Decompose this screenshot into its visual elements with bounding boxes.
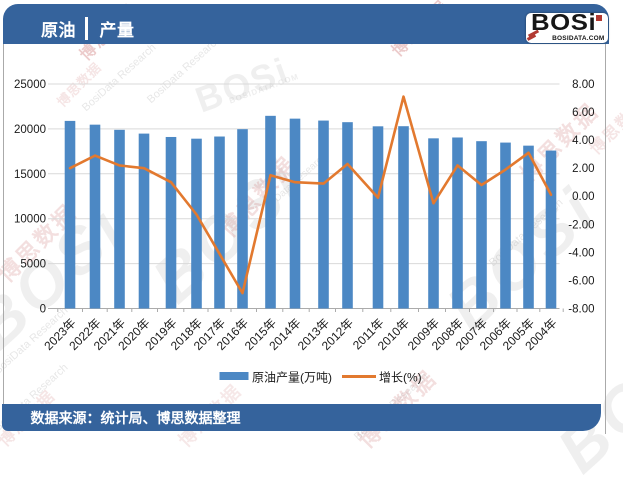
svg-text:5000: 5000: [20, 259, 46, 271]
svg-text:8.00: 8.00: [572, 79, 594, 91]
svg-text:4.00: 4.00: [572, 135, 594, 147]
svg-text:20000: 20000: [14, 124, 46, 136]
svg-text:25000: 25000: [14, 79, 46, 91]
svg-text:-8.00: -8.00: [568, 304, 594, 316]
svg-text:-6.00: -6.00: [568, 275, 594, 287]
svg-text:增长(%): 增长(%): [379, 371, 422, 385]
svg-text:15000: 15000: [14, 169, 46, 181]
svg-text:0: 0: [40, 304, 46, 316]
svg-text:2.00: 2.00: [572, 163, 594, 175]
svg-text:6.00: 6.00: [572, 107, 594, 119]
svg-text:0.00: 0.00: [572, 191, 594, 203]
svg-text:10000: 10000: [14, 214, 46, 226]
svg-text:原油产量(万吨): 原油产量(万吨): [252, 371, 332, 385]
svg-text:-4.00: -4.00: [568, 247, 594, 259]
svg-text:-2.00: -2.00: [568, 219, 594, 231]
